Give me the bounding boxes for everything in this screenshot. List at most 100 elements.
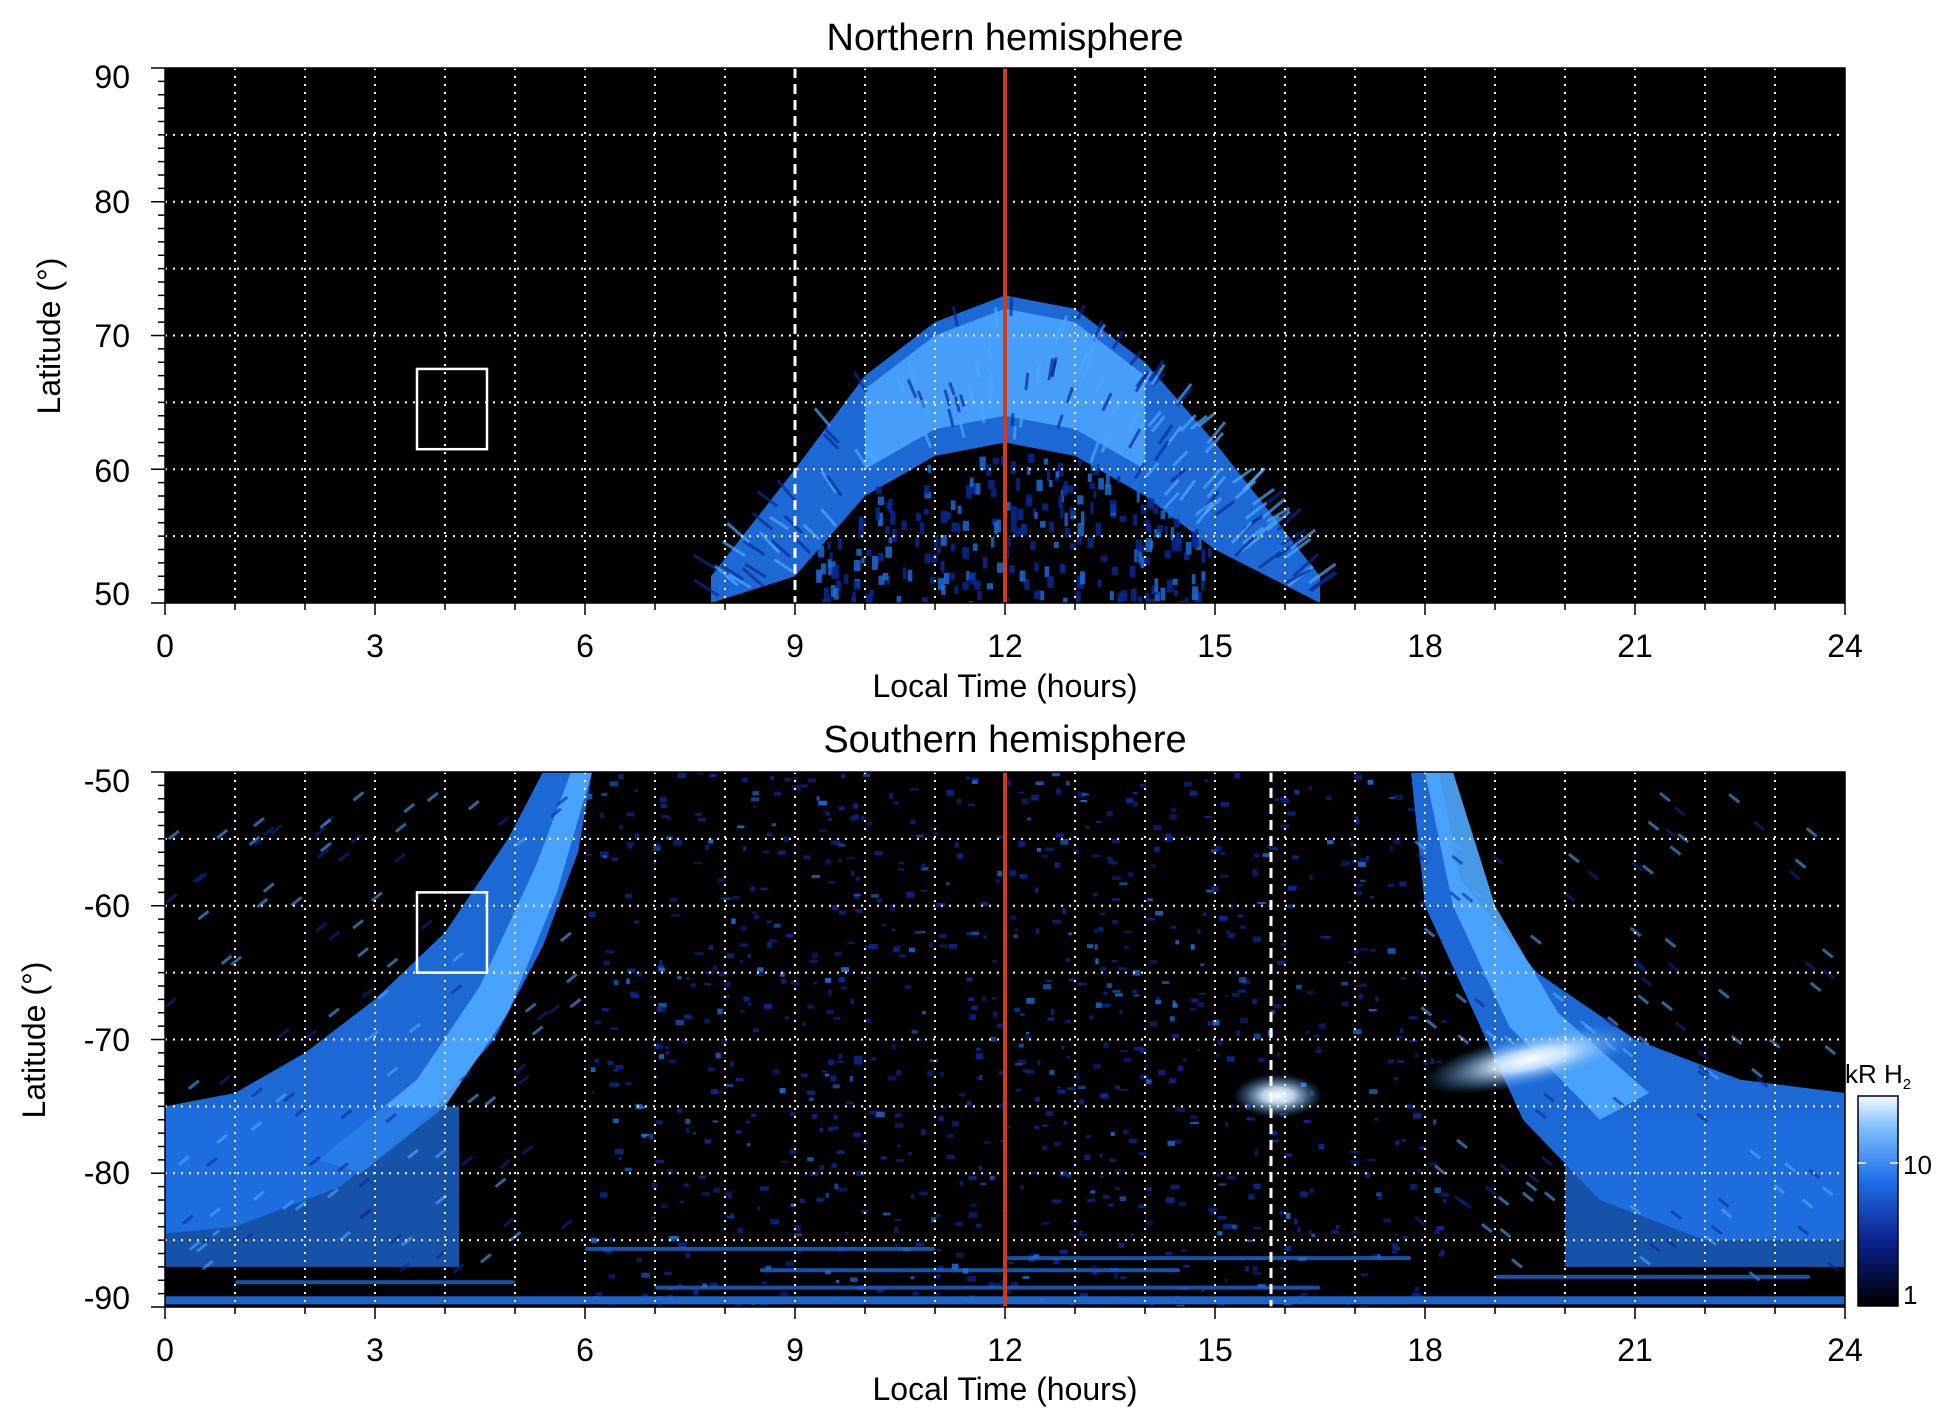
diffuse-speckle xyxy=(641,1272,650,1278)
polar-cap-speckle xyxy=(1145,538,1153,553)
oval-texture-streak xyxy=(569,997,582,1009)
diffuse-speckle xyxy=(1252,936,1262,943)
oval-texture-streak xyxy=(481,1035,494,1046)
polar-cap-speckle xyxy=(1120,590,1128,602)
diffuse-speckle xyxy=(1355,816,1359,822)
polar-cap-speckle xyxy=(885,526,890,534)
polar-cap-speckle xyxy=(829,552,833,563)
diffuse-speckle xyxy=(1234,772,1241,779)
diffuse-speckle xyxy=(881,924,887,927)
diffuse-speckle xyxy=(780,972,785,977)
diffuse-speckle xyxy=(704,1018,710,1024)
diffuse-speckle xyxy=(591,1090,595,1095)
diffuse-speckle xyxy=(855,908,863,913)
diffuse-speckle xyxy=(1395,1140,1400,1146)
south-auroral-oval xyxy=(165,772,1845,1282)
polar-cap-speckle xyxy=(1069,506,1076,516)
diffuse-speckle xyxy=(838,858,842,863)
oval-texture-streak xyxy=(1292,552,1320,577)
diffuse-speckle xyxy=(1309,874,1313,880)
oval-texture-streak xyxy=(1175,382,1193,404)
south-x-tick-labels: 0 3 6 9 12 15 18 21 24 xyxy=(156,1332,1863,1368)
diffuse-speckle xyxy=(975,1223,982,1228)
diffuse-speckle xyxy=(754,914,759,920)
oval-texture-streak xyxy=(1797,1225,1810,1236)
diffuse-speckle xyxy=(921,863,926,869)
diffuse-speckle xyxy=(854,894,860,899)
diffuse-speckle xyxy=(1441,1192,1450,1198)
oval-texture-streak xyxy=(948,381,956,396)
oval-texture-streak xyxy=(1135,370,1149,388)
diffuse-speckle xyxy=(719,971,727,976)
diffuse-speckle xyxy=(1110,1132,1115,1136)
oval-texture-streak xyxy=(315,921,328,932)
polar-cap-speckle xyxy=(882,572,889,581)
oval-texture-streak xyxy=(1568,853,1580,864)
diffuse-speckle xyxy=(1254,853,1260,858)
diffuse-speckle xyxy=(1123,945,1129,949)
oval-texture-streak xyxy=(305,1029,318,1040)
polar-cap-speckle xyxy=(1098,478,1104,490)
polar-cap-speckle xyxy=(969,483,976,495)
polar-cap-speckle xyxy=(869,589,874,597)
diffuse-speckle xyxy=(1035,928,1040,935)
oval-texture-streak xyxy=(282,1199,294,1211)
diffuse-speckle xyxy=(1240,925,1246,930)
polar-arc xyxy=(1005,1256,1411,1261)
diffuse-speckle xyxy=(917,1037,922,1042)
diffuse-speckle xyxy=(936,1249,942,1252)
diffuse-speckle xyxy=(720,1038,727,1044)
oval-texture-streak xyxy=(187,1079,200,1090)
polar-arc xyxy=(235,1280,515,1285)
oval-texture-streak xyxy=(1784,1162,1796,1173)
polar-cap-speckle xyxy=(957,505,962,514)
polar-cap-speckle xyxy=(1008,565,1015,574)
oval-texture-streak xyxy=(692,553,719,572)
oval-texture-streak xyxy=(953,395,961,413)
polar-cap-speckle xyxy=(856,548,862,556)
polar-cap-speckle xyxy=(1138,551,1143,564)
diffuse-speckle xyxy=(1275,797,1280,802)
diffuse-speckle xyxy=(751,797,760,802)
diffuse-speckle xyxy=(959,1180,964,1186)
polar-cap-speckle xyxy=(957,523,961,534)
polar-cap-speckle xyxy=(936,546,941,553)
polar-cap-speckle xyxy=(1042,503,1049,511)
oval-texture-streak xyxy=(1697,1049,1710,1061)
diffuse-speckle xyxy=(594,1058,600,1063)
diffuse-speckle xyxy=(729,1060,735,1067)
diffuse-speckle xyxy=(724,1191,732,1197)
polar-cap-speckle xyxy=(924,491,932,499)
diffuse-speckle xyxy=(1435,1060,1442,1064)
oval-texture-streak xyxy=(205,1156,218,1168)
polar-cap-speckle xyxy=(1157,525,1164,532)
polar-cap-speckle xyxy=(1040,590,1045,601)
diffuse-speckle xyxy=(1434,1187,1442,1194)
diffuse-speckle xyxy=(929,1059,938,1063)
polar-cap-speckle xyxy=(1090,463,1098,471)
oval-texture-streak xyxy=(367,1030,379,1041)
diffuse-speckle xyxy=(931,1217,937,1223)
diffuse-speckle xyxy=(1149,1021,1157,1027)
polar-cap-speckle xyxy=(1057,462,1064,476)
polar-cap-speckle xyxy=(970,572,977,585)
oval-texture-streak xyxy=(197,910,210,921)
diffuse-speckle xyxy=(1045,979,1052,982)
diffuse-speckle xyxy=(853,803,859,809)
diffuse-speckle xyxy=(658,1002,667,1008)
diffuse-speckle xyxy=(935,1292,940,1296)
polar-cap-speckle xyxy=(834,564,840,579)
diffuse-speckle xyxy=(1229,1104,1234,1109)
oval-texture-streak xyxy=(434,1148,447,1159)
oval-texture-streak xyxy=(484,1095,497,1107)
polar-cap-speckle xyxy=(853,580,861,590)
oval-texture-streak xyxy=(491,962,504,974)
oval-texture-streak xyxy=(1019,413,1024,428)
diffuse-speckle xyxy=(1297,1227,1301,1233)
diffuse-speckle xyxy=(1252,998,1257,1005)
oval-texture-streak xyxy=(1669,845,1682,856)
diffuse-speckle xyxy=(661,1204,668,1208)
polar-cap-speckle xyxy=(824,587,829,602)
oval-texture-streak xyxy=(1824,1044,1837,1056)
diffuse-speckle xyxy=(1218,1039,1223,1046)
